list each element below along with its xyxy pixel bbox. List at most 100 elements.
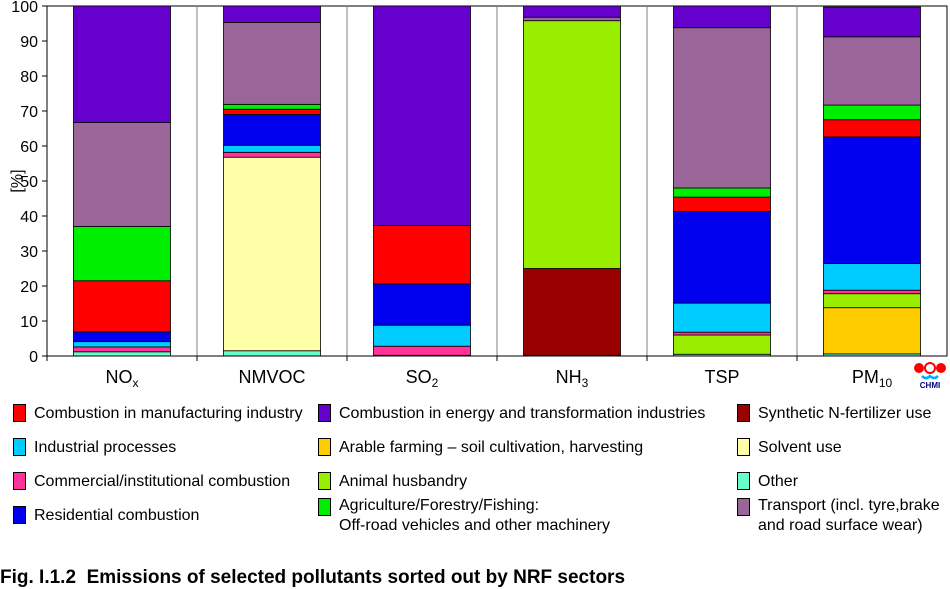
x-tick-label: PM10 (852, 367, 893, 390)
bar-segment (223, 5, 321, 23)
bar-segment (673, 5, 771, 29)
bar-segment (73, 341, 171, 348)
legend-item: Solvent use (737, 438, 842, 458)
bars (73, 5, 921, 357)
legend-label: Industrial processes (34, 439, 177, 456)
plot-area (46, 5, 948, 357)
bar-segment (523, 20, 621, 269)
figure-caption: Fig. I.1.2 Emissions of selected polluta… (0, 567, 626, 588)
legend-item: Combustion in manufacturing industry (13, 404, 303, 424)
bar-segment (673, 302, 771, 333)
bar-segment (823, 104, 921, 121)
legend-item: Residential combustion (13, 506, 199, 526)
legend-label: Agriculture/Forestry/Fishing: Off-road ve… (339, 497, 610, 534)
y-tick-label: 20 (20, 279, 38, 296)
legend-swatch (318, 404, 331, 422)
legend-swatch (318, 498, 331, 516)
legend-swatch (13, 506, 26, 524)
legend-item: Transport (incl. tyre,brake and road surf… (737, 496, 940, 536)
legend-swatch (737, 472, 750, 490)
bar-segment (373, 324, 471, 347)
y-tick-label: 80 (20, 69, 38, 86)
y-tick-label: 0 (29, 349, 38, 366)
legend-swatch (13, 404, 26, 422)
y-tick-label: 30 (20, 244, 38, 261)
legend-label: Arable farming – soil cultivation, harve… (339, 439, 644, 456)
legend-swatch (318, 438, 331, 456)
legend-swatch (737, 404, 750, 422)
y-tick-label: 60 (20, 139, 38, 156)
bar-segment (673, 27, 771, 189)
bar-segment (73, 5, 171, 123)
bar-segment (373, 225, 471, 285)
bar-segment (73, 346, 171, 353)
x-tick-labels: NOx NMVOC SO2 NH3 TSP PM10 (106, 367, 893, 390)
y-tick-label: 50 (20, 174, 38, 191)
bar-segment (523, 16, 621, 22)
legend-swatch (13, 438, 26, 456)
legend-label: Synthetic N-fertilizer use (758, 405, 932, 422)
legend-item: Industrial processes (13, 438, 176, 458)
legend-swatch (737, 498, 750, 516)
legend-item: Synthetic N-fertilizer use (737, 404, 931, 424)
legend-label: Combustion in manufacturing industry (34, 405, 303, 422)
bar-segment (223, 156, 321, 352)
bar-segment (223, 22, 321, 105)
bar-segment (823, 36, 921, 106)
bar-segment (373, 345, 471, 356)
bar-segment (823, 289, 921, 295)
bar-segment (373, 283, 471, 326)
x-tick-label: NH3 (556, 367, 589, 390)
bar-segment (673, 187, 771, 198)
legend: Combustion in manufacturing industry Comb… (0, 392, 950, 542)
legend-swatch (318, 472, 331, 490)
legend-label: Solvent use (758, 439, 842, 456)
legend-label: Combustion in energy and transformation … (339, 405, 706, 422)
legend-item: Arable farming – soil cultivation, harve… (318, 438, 643, 458)
bar-segment (73, 122, 171, 227)
bar-segment (73, 331, 171, 343)
legend-label: Transport (incl. tyre,brake and road surf… (758, 497, 940, 534)
legend-swatch (737, 438, 750, 456)
y-tick-label: 40 (20, 209, 38, 226)
x-tick-label: SO2 (406, 367, 439, 390)
bar-segment (73, 226, 171, 282)
legend-item: Combustion in energy and transformation … (318, 404, 705, 424)
legend-item: Agriculture/Forestry/Fishing: Off-road ve… (318, 496, 610, 536)
x-tick-label: TSP (704, 367, 739, 387)
bar-segment (823, 136, 921, 264)
axes (42, 5, 947, 361)
y-tick-label: 100 (11, 0, 38, 16)
bar-segment (223, 103, 321, 110)
legend-item: Animal husbandry (318, 472, 467, 492)
bar-segment (823, 307, 921, 355)
y-tick-label: 10 (20, 314, 38, 331)
legend-item: Commercial/institutional combustion (13, 472, 290, 492)
bar-segment (823, 119, 921, 138)
stacked-bar-chart: 0 10 20 30 40 50 60 70 80 90 100 NOx NMVOC SO2 NH3 TSP… (9, 0, 948, 390)
y-tick-label: 70 (20, 104, 38, 121)
x-tick-label: NMVOC (239, 367, 306, 387)
legend-item: Other (737, 472, 798, 492)
bar-segment (823, 293, 921, 309)
bar-segment (73, 351, 171, 357)
bar-segment (523, 268, 621, 356)
bar-segment (673, 196, 771, 212)
bar-segment (223, 144, 321, 153)
legend-swatch (13, 472, 26, 490)
bar-segment (823, 263, 921, 291)
bar-segment (673, 331, 771, 336)
bar-segment (523, 5, 621, 18)
legend-label: Commercial/institutional combustion (34, 473, 291, 490)
bar-segment (673, 334, 771, 355)
y-tick-labels: 0 10 20 30 40 50 60 70 80 90 100 (11, 0, 38, 366)
legend-label: Animal husbandry (339, 473, 468, 490)
bar-segment (223, 108, 321, 115)
bar-segment (223, 151, 321, 158)
logo-text: CHMI (920, 381, 940, 390)
x-tick-label: NOx (106, 367, 139, 390)
legend-label: Other (758, 473, 799, 490)
legend-label: Residential combustion (34, 507, 200, 524)
chmi-logo-icon: CHMI (913, 362, 947, 390)
bar-segment (73, 280, 171, 333)
